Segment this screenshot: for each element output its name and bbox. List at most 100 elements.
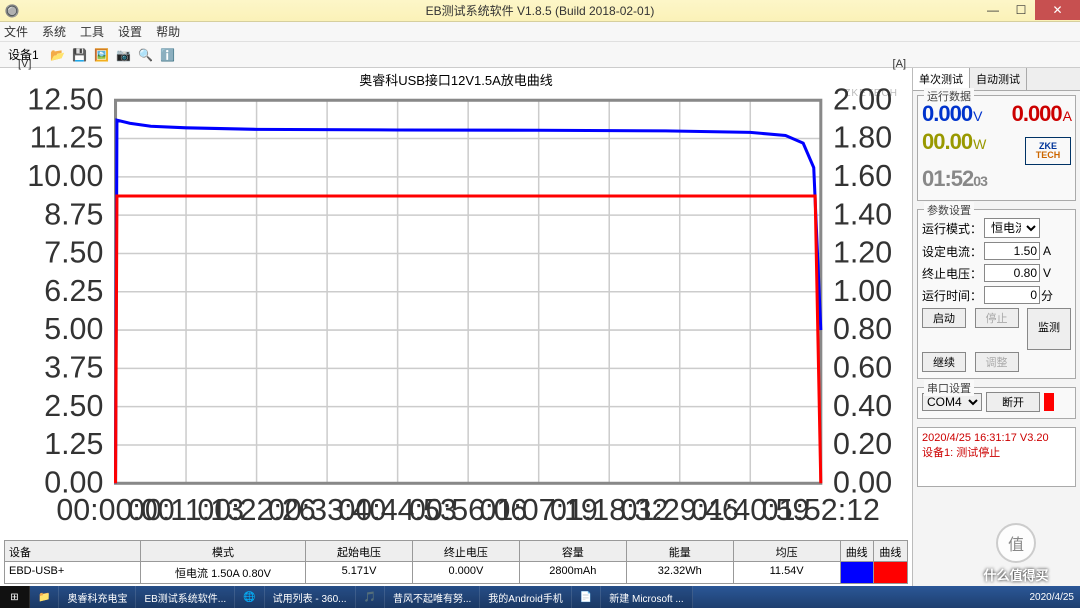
start-button[interactable]: 启动	[922, 308, 966, 328]
run-data-title: 运行数据	[924, 88, 974, 104]
menu-tools[interactable]: 工具	[80, 23, 104, 40]
task-item[interactable]: 🌐	[235, 586, 264, 608]
y-left-label: [V]	[18, 58, 31, 70]
menu-help[interactable]: 帮助	[156, 23, 180, 40]
svg-text:7.50: 7.50	[44, 236, 103, 270]
task-item[interactable]: 📁	[30, 586, 59, 608]
y-right-label: [A]	[893, 58, 906, 70]
serial-group: 串口设置 COM4 断开	[917, 387, 1076, 419]
window-buttons: — ☐ ✕	[979, 0, 1080, 20]
runtime-label: 运行时间：	[922, 287, 984, 304]
svg-text:1.60: 1.60	[833, 159, 892, 193]
snapshot-icon[interactable]: 📷	[115, 46, 133, 64]
menu-file[interactable]: 文件	[4, 23, 28, 40]
td-swatch-a	[874, 562, 907, 583]
continue-button[interactable]: 继续	[922, 352, 966, 372]
table-header: 设备 模式 起始电压 终止电压 容量 能量 均压 曲线V 曲线A	[5, 541, 907, 562]
task-item[interactable]: 昔风不起唯有努...	[385, 586, 480, 608]
open-icon[interactable]: 📂	[49, 46, 67, 64]
svg-text:6.25: 6.25	[44, 274, 103, 308]
task-item[interactable]: EB测试系统软件...	[136, 586, 235, 608]
close-button[interactable]: ✕	[1035, 0, 1080, 20]
tray-date-1: 2020/4/25	[1030, 592, 1075, 603]
td-energy: 32.32Wh	[627, 562, 734, 583]
task-item[interactable]: 📄	[572, 586, 601, 608]
minimize-button[interactable]: —	[979, 0, 1007, 20]
svg-text:0.20: 0.20	[833, 427, 892, 461]
site-watermark: 值 什么值得买	[956, 523, 1076, 584]
svg-text:1.20: 1.20	[833, 236, 892, 270]
adjust-button[interactable]: 调整	[975, 352, 1019, 372]
task-item[interactable]: 奥睿科充电宝	[59, 586, 136, 608]
set-current-label: 设定电流：	[922, 243, 984, 260]
th-capacity: 容量	[520, 541, 627, 561]
svg-text:11.25: 11.25	[30, 121, 104, 155]
current-readout: 0.000A	[1012, 101, 1071, 128]
tab-single[interactable]: 单次测试	[913, 68, 970, 90]
th-curve-a: 曲线A	[874, 541, 907, 561]
data-table: 设备 模式 起始电压 终止电压 容量 能量 均压 曲线V 曲线A EBD-USB…	[4, 540, 908, 584]
log-line-1: 2020/4/25 16:31:17 V3.20	[922, 432, 1071, 444]
svg-text:0.60: 0.60	[833, 350, 892, 384]
td-swatch-v	[841, 562, 874, 583]
svg-text:2.00: 2.00	[833, 82, 892, 116]
svg-text:12.50: 12.50	[27, 82, 103, 116]
zoom-icon[interactable]: 🔍	[137, 46, 155, 64]
disconnect-button[interactable]: 断开	[986, 392, 1040, 412]
log-panel: 2020/4/25 16:31:17 V3.20 设备1: 测试停止	[917, 427, 1076, 487]
toolbar: 设备1 📂 💾 🖼️ 📷 🔍 ℹ️	[0, 42, 1080, 68]
svg-text:1.00: 1.00	[833, 274, 892, 308]
main: 奥睿科USB接口12V1.5A放电曲线 [V] [A] ZKETECH 0.00…	[0, 68, 1080, 586]
svg-text:1.80: 1.80	[833, 121, 892, 155]
set-current-input[interactable]	[984, 242, 1040, 260]
svg-text:8.75: 8.75	[44, 197, 103, 231]
task-item[interactable]: 🎵	[356, 586, 385, 608]
monitor-button[interactable]: 监测	[1027, 308, 1071, 350]
table-row[interactable]: EBD-USB+ 恒电流 1.50A 0.80V 5.171V 0.000V 2…	[5, 562, 907, 583]
image-icon[interactable]: 🖼️	[93, 46, 111, 64]
cutoff-v-unit: V	[1040, 266, 1054, 280]
runtime-input[interactable]	[984, 286, 1040, 304]
side-panel: 单次测试 自动测试 运行数据 0.000V 0.000A 00.00W ZKET…	[912, 68, 1080, 586]
svg-text:10.00: 10.00	[27, 159, 103, 193]
menubar: 文件 系统 工具 设置 帮助	[0, 22, 1080, 42]
runtime-unit: 分	[1040, 287, 1054, 304]
mode-select[interactable]: 恒电流	[984, 218, 1040, 238]
save-icon[interactable]: 💾	[71, 46, 89, 64]
zketech-logo: ZKETECH	[1025, 137, 1071, 165]
menu-settings[interactable]: 设置	[118, 23, 142, 40]
svg-text:01:52:12: 01:52:12	[762, 493, 880, 527]
param-group: 参数设置 运行模式： 恒电流 设定电流： A 终止电压： V 运行时间： 分	[917, 209, 1076, 379]
svg-text:1.40: 1.40	[833, 197, 892, 231]
tab-auto[interactable]: 自动测试	[970, 68, 1027, 90]
system-tray[interactable]: 2020/4/25	[1024, 592, 1080, 603]
svg-text:1.25: 1.25	[44, 427, 103, 461]
chart: 0.000.001.250.202.500.403.750.605.000.80…	[0, 82, 912, 538]
maximize-button[interactable]: ☐	[1007, 0, 1035, 20]
td-mode: 恒电流 1.50A 0.80V	[141, 562, 306, 583]
task-item[interactable]: 我的Android手机	[480, 586, 571, 608]
stamp-icon: 值	[996, 523, 1036, 563]
serial-indicator	[1044, 393, 1054, 411]
th-energy: 能量	[627, 541, 734, 561]
th-mode: 模式	[141, 541, 306, 561]
log-line-2: 设备1: 测试停止	[922, 444, 1071, 460]
mode-label: 运行模式：	[922, 220, 984, 237]
titlebar: 🔘 EB测试系统软件 V1.8.5 (Build 2018-02-01) — ☐…	[0, 0, 1080, 22]
svg-text:0.80: 0.80	[833, 312, 892, 346]
start-button-win[interactable]: ⊞	[0, 586, 30, 608]
td-device: EBD-USB+	[5, 562, 141, 583]
time-readout: 01:5203	[922, 166, 987, 193]
task-item[interactable]: 新建 Microsoft ...	[601, 586, 692, 608]
task-item[interactable]: 试用列表 - 360...	[265, 586, 356, 608]
app-icon: 🔘	[4, 3, 20, 19]
info-icon[interactable]: ℹ️	[159, 46, 177, 64]
stop-button[interactable]: 停止	[975, 308, 1019, 328]
power-readout: 00.00W	[922, 129, 985, 156]
th-endv: 终止电压	[413, 541, 520, 561]
svg-text:3.75: 3.75	[44, 350, 103, 384]
cutoff-v-input[interactable]	[984, 264, 1040, 282]
menu-system[interactable]: 系统	[42, 23, 66, 40]
th-avgv: 均压	[734, 541, 841, 561]
svg-text:5.00: 5.00	[44, 312, 103, 346]
